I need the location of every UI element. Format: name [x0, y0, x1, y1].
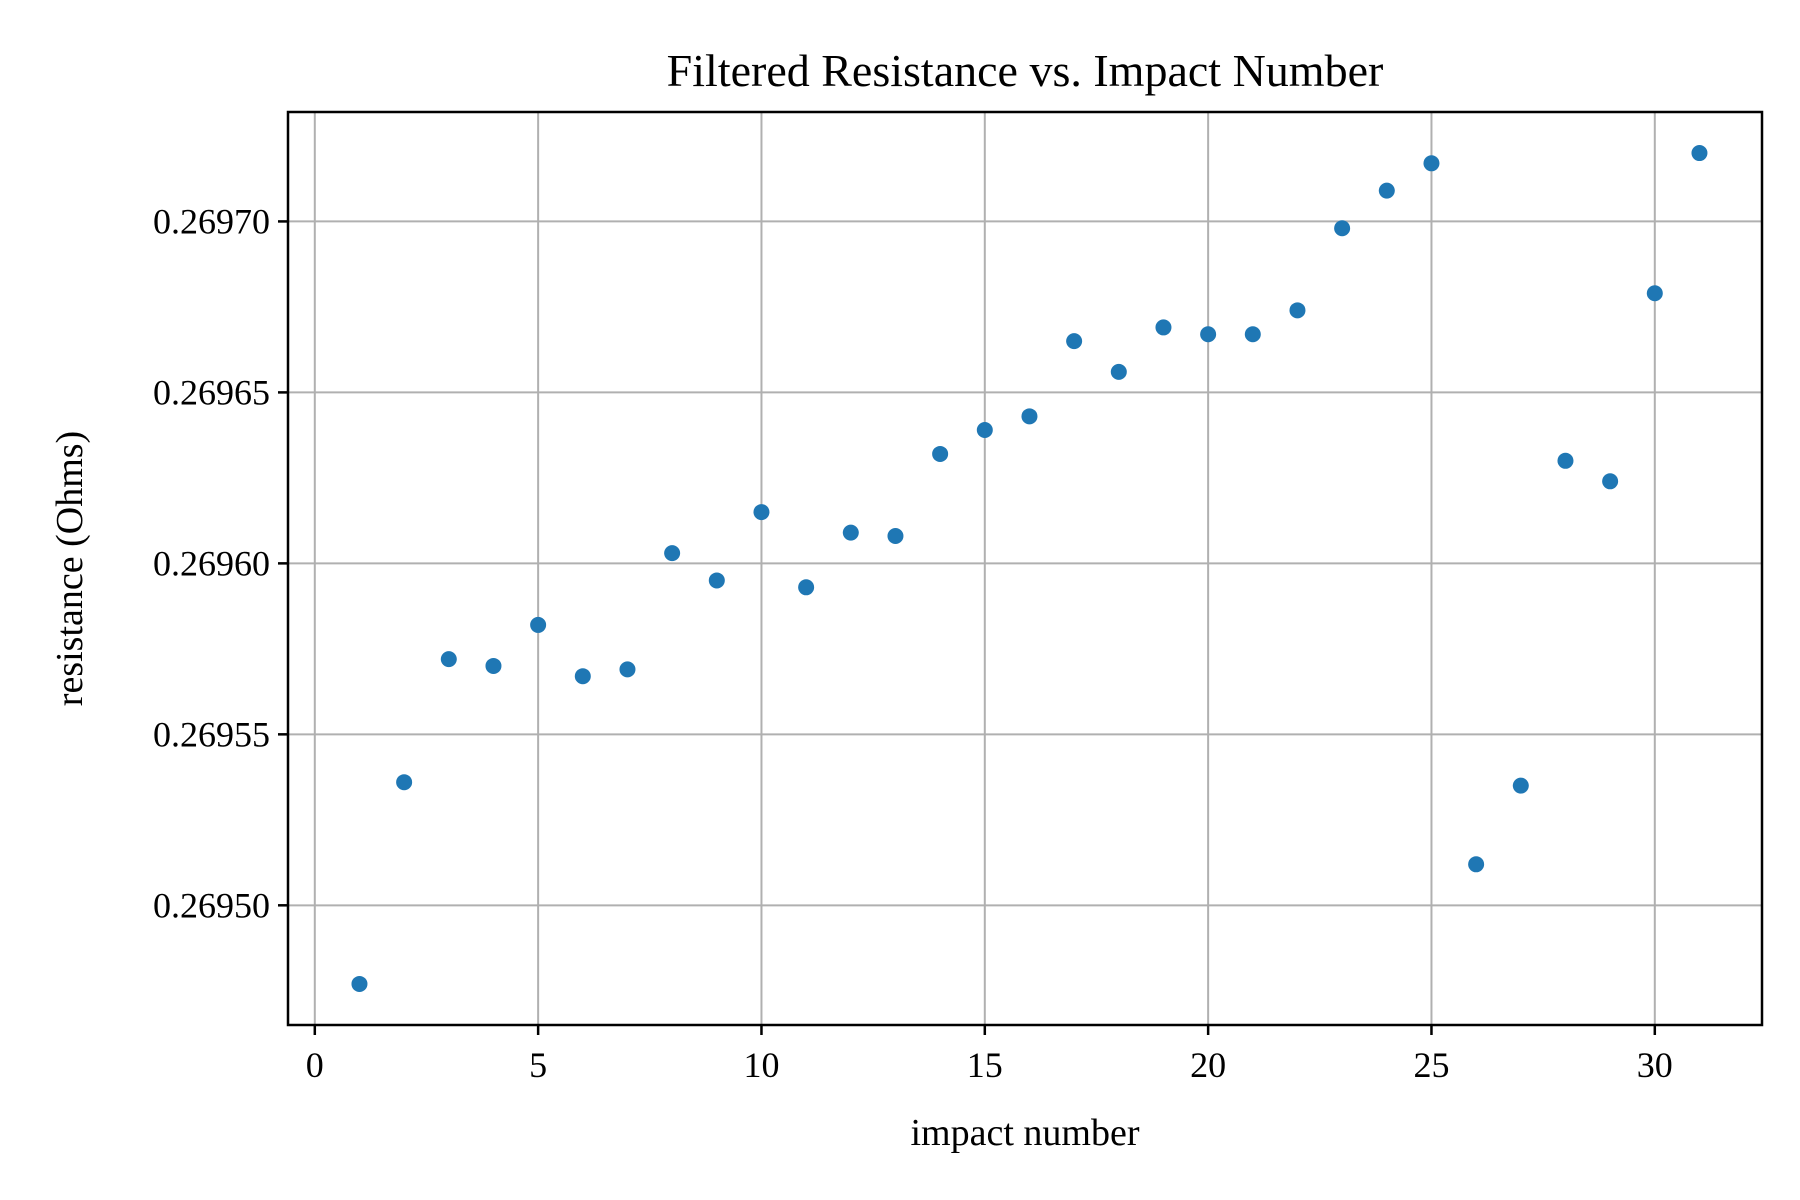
x-axis-label: impact number — [911, 1112, 1140, 1154]
data-point — [440, 651, 457, 668]
data-point — [574, 668, 591, 685]
data-point — [619, 661, 636, 678]
data-point — [1602, 473, 1619, 490]
data-point — [485, 657, 502, 674]
data-point — [1155, 319, 1172, 336]
data-point — [1110, 363, 1127, 380]
data-point — [1066, 333, 1083, 350]
data-point — [842, 524, 859, 541]
data-point — [1512, 777, 1529, 794]
data-point — [976, 422, 993, 439]
grid — [288, 112, 1762, 1025]
data-point — [1378, 182, 1395, 199]
y-tick-label: 0.26970 — [153, 201, 270, 241]
plot-frame — [286, 110, 1764, 1027]
x-tick-label: 5 — [529, 1045, 547, 1085]
data-point — [932, 445, 949, 462]
data-point — [530, 616, 547, 633]
x-tick-label: 20 — [1190, 1045, 1226, 1085]
data-point — [1557, 452, 1574, 469]
data-point — [708, 572, 725, 589]
data-point — [396, 774, 413, 791]
data-point — [351, 975, 368, 992]
y-axis-label: resistance (Ohms) — [49, 431, 91, 706]
x-tick-label: 25 — [1413, 1045, 1449, 1085]
data-point — [798, 579, 815, 596]
x-tick-label: 15 — [967, 1045, 1003, 1085]
chart-title: Filtered Resistance vs. Impact Number — [667, 45, 1384, 96]
y-tick-label: 0.26965 — [153, 372, 270, 412]
data-points — [351, 145, 1708, 992]
data-point — [1244, 326, 1261, 343]
data-point — [664, 545, 681, 562]
data-point — [1334, 220, 1351, 237]
data-point — [887, 528, 904, 545]
data-point — [1646, 285, 1663, 302]
data-point — [753, 504, 770, 521]
x-tick-label: 30 — [1637, 1045, 1673, 1085]
y-tick-label: 0.26960 — [153, 543, 270, 583]
x-tick-label: 10 — [743, 1045, 779, 1085]
ticks: 0 5 10 15 20 25 30 0.26950 0.26955 0.26960 0.26965… — [153, 201, 1673, 1085]
data-point — [1021, 408, 1038, 425]
data-point — [1289, 302, 1306, 319]
x-tick-label: 0 — [306, 1045, 324, 1085]
data-point — [1200, 326, 1217, 343]
data-point — [1423, 155, 1440, 172]
y-tick-label: 0.26950 — [153, 885, 270, 925]
data-point — [1691, 145, 1708, 162]
y-tick-label: 0.26955 — [153, 714, 270, 754]
data-point — [1468, 856, 1485, 873]
